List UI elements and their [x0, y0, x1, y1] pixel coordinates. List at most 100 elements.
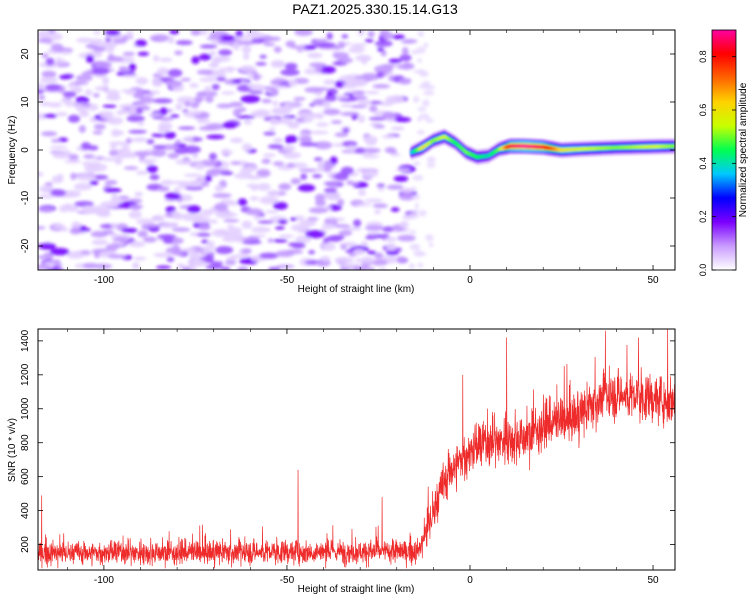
noise-blob	[386, 243, 397, 251]
noise-blob	[388, 58, 402, 64]
noise-blob	[208, 152, 218, 161]
noise-blob	[337, 198, 345, 207]
noise-blob	[309, 62, 327, 68]
noise-blob	[49, 145, 68, 150]
noise-blob	[102, 104, 117, 109]
noise-blob	[56, 173, 64, 181]
noise-blob	[357, 115, 366, 123]
noise-blob	[246, 183, 259, 188]
noise-blob	[93, 93, 100, 98]
noise-blob	[364, 235, 377, 240]
noise-blob	[48, 102, 63, 108]
noise-blob	[221, 91, 235, 95]
noise-blob	[164, 192, 181, 201]
snr-y-tick-label: 1200	[20, 363, 31, 386]
noise-blob	[135, 170, 149, 175]
noise-blob	[298, 168, 318, 173]
noise-blob	[274, 85, 288, 89]
noise-blob	[309, 130, 329, 135]
spectrogram-x-label: Height of straight line (km)	[298, 284, 415, 295]
noise-blob	[195, 91, 207, 97]
noise-blob	[92, 263, 113, 269]
noise-blob	[125, 137, 132, 144]
noise-blob	[381, 135, 396, 139]
noise-blob	[342, 127, 350, 133]
noise-blob	[128, 241, 146, 248]
noise-blob	[365, 140, 377, 146]
snr-y-label: SNR (10 * v/v)	[7, 418, 18, 482]
snr-x-label: Height of straight line (km)	[298, 584, 415, 595]
noise-blob	[50, 189, 67, 197]
noise-blob	[314, 193, 325, 203]
noise-blob	[409, 230, 417, 235]
noise-blob	[143, 236, 157, 243]
noise-blob	[335, 94, 350, 99]
noise-blob	[73, 182, 93, 191]
noise-blob	[341, 34, 349, 39]
noise-blob	[365, 225, 385, 231]
noise-blob	[249, 90, 264, 94]
noise-blob	[268, 266, 281, 270]
noise-blob	[158, 121, 173, 131]
noise-blob	[126, 115, 145, 122]
noise-blob	[261, 158, 271, 164]
noise-blob	[39, 185, 54, 193]
spectrogram-x-tick-label: 0	[467, 275, 473, 286]
noise-blob	[259, 54, 267, 59]
noise-blob	[273, 239, 288, 243]
noise-blob	[372, 203, 388, 209]
noise-blob	[38, 37, 53, 44]
noise-blob	[424, 234, 434, 242]
noise-blob	[251, 234, 266, 238]
noise-blob	[151, 149, 167, 157]
noise-blob	[324, 94, 338, 102]
noise-blob	[206, 36, 223, 41]
noise-blob	[209, 168, 223, 174]
noise-blob	[64, 159, 82, 164]
spectrogram-y-tick-label: 10	[20, 96, 31, 108]
noise-blob	[76, 174, 97, 181]
noise-blob	[352, 265, 370, 270]
noise-blob	[78, 125, 86, 133]
noise-blob	[172, 212, 184, 220]
noise-blob	[275, 250, 295, 258]
spectrogram-noise-blobs	[38, 30, 436, 270]
noise-blob	[189, 83, 199, 89]
noise-blob	[39, 76, 58, 84]
noise-blob	[177, 126, 196, 130]
noise-blob	[107, 53, 115, 62]
noise-blob	[346, 180, 354, 186]
noise-blob	[409, 243, 421, 251]
noise-blob	[385, 236, 397, 242]
noise-blob	[367, 267, 375, 270]
noise-blob	[398, 193, 416, 201]
noise-blob	[183, 248, 191, 253]
noise-blob	[299, 142, 319, 147]
noise-blob	[340, 111, 360, 117]
spectrogram-signal-track	[409, 128, 675, 166]
noise-blob	[180, 77, 192, 82]
noise-blob	[105, 37, 112, 43]
noise-blob	[38, 264, 50, 270]
noise-blob	[215, 76, 227, 82]
noise-blob	[307, 52, 323, 59]
snr-y-tick-label: 200	[20, 536, 31, 553]
noise-blob	[393, 175, 409, 182]
noise-blob	[149, 34, 170, 42]
spectrogram-y-tick-label: 20	[20, 48, 31, 60]
noise-blob	[290, 45, 306, 49]
noise-blob	[46, 267, 64, 270]
noise-blob	[411, 194, 421, 200]
noise-blob	[107, 116, 124, 125]
noise-blob	[212, 193, 232, 199]
noise-blob	[295, 235, 312, 244]
noise-blob	[286, 162, 296, 168]
noise-blob	[190, 262, 207, 267]
noise-blob	[196, 232, 211, 237]
noise-blob	[175, 103, 183, 111]
noise-blob	[175, 159, 194, 165]
noise-blob	[414, 202, 419, 209]
noise-blob	[277, 219, 288, 225]
noise-blob	[419, 113, 430, 120]
spectrogram-x-tick-label: 50	[647, 275, 659, 286]
